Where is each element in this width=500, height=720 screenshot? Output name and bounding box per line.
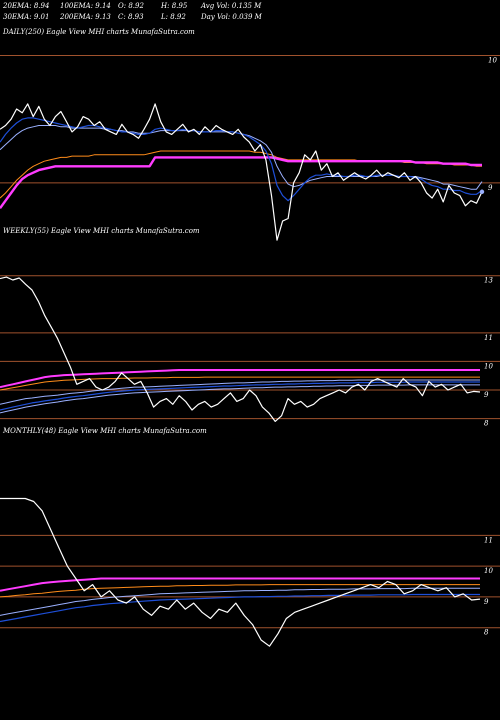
monthly-ema-slow-line xyxy=(0,584,480,598)
weekly-ema-short2-line xyxy=(0,384,480,414)
ema20-readout: 20EMA: 8.94 xyxy=(3,2,50,10)
weekly-y-tick-label: 9 xyxy=(484,391,489,399)
avg-volume-readout: Avg Vol: 0.135 M xyxy=(201,2,262,10)
weekly-y-tick-label: 8 xyxy=(484,420,489,428)
weekly-y-tick-label: 11 xyxy=(484,334,493,342)
daily-y-tick-label: 10 xyxy=(488,56,497,64)
weekly-ema-mid-line xyxy=(0,379,480,405)
monthly-ema-short-line xyxy=(0,593,480,623)
low-readout: L: 8.92 xyxy=(161,13,186,21)
ema30-readout: 30EMA: 9.01 xyxy=(3,13,50,21)
monthly-y-tick-label: 8 xyxy=(484,629,489,637)
open-readout: O: 8.92 xyxy=(118,2,144,10)
monthly-y-tick-label: 11 xyxy=(484,536,493,544)
monthly-panel-title: MONTHLY(48) Eagle View MHI charts Munafa… xyxy=(3,427,207,435)
weekly-ema-short-line xyxy=(0,381,480,411)
monthly-ema-long-line xyxy=(0,577,480,592)
daily-price-line xyxy=(0,103,483,241)
ema100-readout: 100EMA: 9.14 xyxy=(60,2,111,10)
daily-ema-slow-line xyxy=(0,156,482,210)
day-volume-readout: Day Vol: 0.039 M xyxy=(201,13,262,21)
daily-ema20-line xyxy=(0,117,483,202)
weekly-y-tick-label: 10 xyxy=(484,362,493,370)
weekly-y-tick-label: 13 xyxy=(484,277,493,285)
weekly-price-line xyxy=(0,276,481,422)
weekly-ema-long-line xyxy=(0,369,480,389)
daily-last-close-marker xyxy=(479,189,485,194)
ema200-readout: 200EMA: 9.13 xyxy=(60,13,111,21)
weekly-panel-title: WEEKLY(55) Eagle View MHI charts MunafaS… xyxy=(3,227,200,235)
high-readout: H: 8.95 xyxy=(161,2,188,10)
monthly-y-tick-label: 9 xyxy=(484,598,489,606)
monthly-price-line xyxy=(0,497,481,647)
daily-y-tick-label: 9 xyxy=(488,184,493,192)
monthly-y-tick-label: 10 xyxy=(484,567,493,575)
weekly-ema-long2-line xyxy=(0,376,480,391)
close-readout: C: 8.93 xyxy=(118,13,144,21)
daily-panel-title: DAILY(250) Eagle View MHI charts MunafaS… xyxy=(3,28,195,36)
